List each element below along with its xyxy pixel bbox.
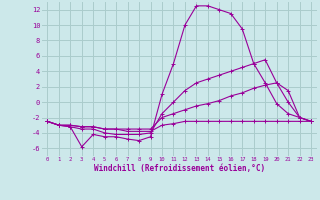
X-axis label: Windchill (Refroidissement éolien,°C): Windchill (Refroidissement éolien,°C) [94, 164, 265, 173]
